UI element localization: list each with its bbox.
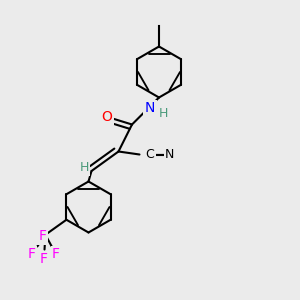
Text: O: O — [102, 110, 112, 124]
Text: F: F — [40, 252, 48, 266]
Text: H: H — [159, 107, 168, 121]
Text: F: F — [52, 247, 60, 261]
Text: C: C — [146, 148, 154, 161]
Text: H: H — [79, 161, 89, 175]
Text: N: N — [165, 148, 174, 161]
Text: N: N — [145, 101, 155, 115]
Text: F: F — [28, 247, 36, 261]
Text: F: F — [38, 229, 46, 243]
